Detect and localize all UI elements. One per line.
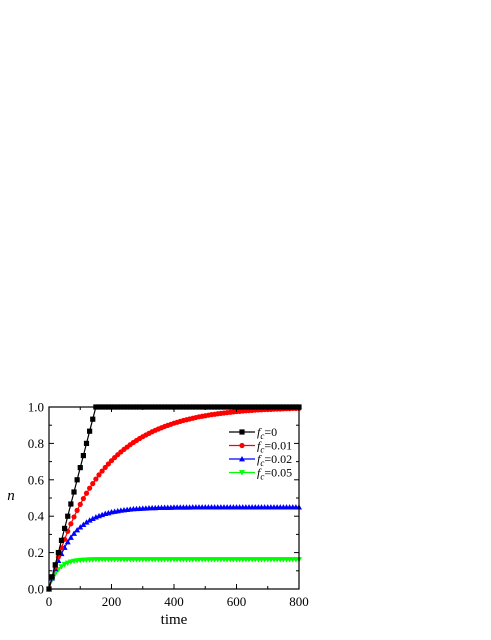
data-point <box>102 464 108 471</box>
data-point <box>83 440 90 446</box>
x-tick-label: 200 <box>102 594 122 609</box>
y-tick-label: 1.0 <box>28 400 44 415</box>
data-point <box>86 517 93 523</box>
data-point <box>49 574 55 580</box>
y-tick-label: 0.0 <box>28 582 44 597</box>
x-tick-label: 0 <box>46 594 53 609</box>
data-point <box>96 472 102 478</box>
data-point <box>83 519 90 525</box>
data-point <box>74 477 80 483</box>
data-point <box>68 521 74 527</box>
y-axis-title: n <box>7 488 15 504</box>
data-point <box>71 514 77 520</box>
legend-item: fc=0.05 <box>229 466 292 482</box>
legend-subscript: c <box>260 458 264 468</box>
data-point <box>61 562 68 568</box>
data-point <box>77 465 83 471</box>
legend-item: fc=0.02 <box>229 452 292 468</box>
series-2 <box>46 504 302 592</box>
y-tick-label: 0.8 <box>28 436 44 451</box>
data-point <box>52 562 58 568</box>
y-tick-label: 0.4 <box>28 509 45 524</box>
legend-label: fc=0.02 <box>257 452 292 468</box>
legend-value: =0.05 <box>264 466 292 480</box>
legend-swatch-marker <box>239 456 245 462</box>
data-point <box>90 481 96 487</box>
legend-subscript: c <box>260 431 264 441</box>
data-point <box>58 537 65 544</box>
legend-value: =0 <box>264 425 277 439</box>
x-tick-label: 600 <box>227 594 247 609</box>
data-point <box>89 515 96 521</box>
data-point <box>80 495 86 502</box>
data-point <box>83 490 90 496</box>
data-point <box>80 521 87 527</box>
data-point <box>80 452 86 459</box>
data-point <box>64 539 71 545</box>
data-point <box>55 550 61 556</box>
data-point <box>71 530 77 536</box>
legend-label: fc=0.05 <box>257 466 292 482</box>
legend-var: f <box>257 452 262 466</box>
legend-value: =0.02 <box>264 452 292 466</box>
legend-var: f <box>257 466 262 480</box>
data-point <box>62 525 68 531</box>
data-point <box>90 416 96 422</box>
legend-value: =0.01 <box>264 439 292 453</box>
legend-var: f <box>257 425 262 439</box>
y-tick-label: 0.2 <box>28 545 44 560</box>
legend-var: f <box>257 439 262 453</box>
data-point <box>65 513 71 519</box>
data-point <box>74 507 80 513</box>
series-3 <box>46 557 302 592</box>
data-point <box>87 428 93 434</box>
x-tick-label: 800 <box>289 594 309 609</box>
legend-subscript: c <box>260 445 264 455</box>
data-point <box>74 527 81 533</box>
data-point <box>71 489 77 495</box>
legend-item: fc=0.01 <box>229 439 292 455</box>
legend-label: fc=0.01 <box>257 439 292 455</box>
x-axis-ticks: 0 200 400 600 800 <box>46 407 309 609</box>
legend-swatch-marker <box>239 429 245 435</box>
data-point <box>93 476 99 482</box>
data-point <box>68 501 74 507</box>
data-point <box>58 564 65 570</box>
x-tick-label: 400 <box>164 594 184 609</box>
legend-item: fc=0 <box>229 425 277 441</box>
legend-swatch-marker <box>239 442 245 449</box>
data-point <box>87 485 93 491</box>
x-axis-title: time <box>161 612 188 628</box>
data-point <box>77 524 84 530</box>
legend-label: fc=0 <box>257 425 277 441</box>
data-point <box>99 468 105 474</box>
series-1 <box>46 405 302 592</box>
legend-subscript: c <box>260 472 264 482</box>
y-tick-label: 0.6 <box>28 472 45 487</box>
data-point <box>77 501 83 507</box>
data-point <box>105 461 111 467</box>
data-point <box>67 534 74 540</box>
y-axis-ticks: 0.0 0.2 0.4 0.6 0.8 1.0 <box>28 400 299 597</box>
legend-swatch-marker <box>239 470 245 476</box>
